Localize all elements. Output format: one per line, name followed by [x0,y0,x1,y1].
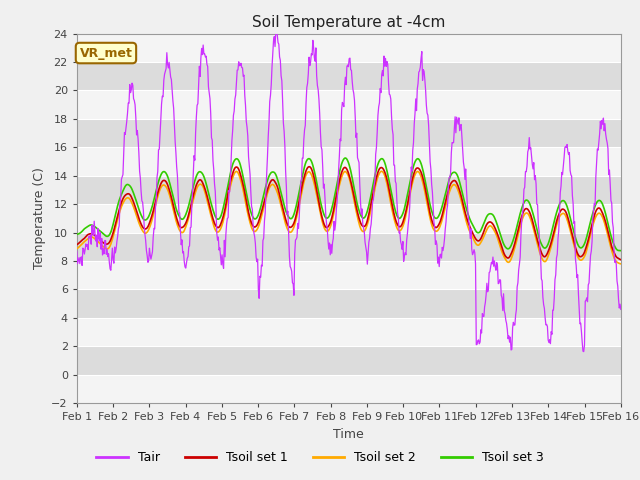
Bar [77,375,621,403]
Bar [77,289,621,318]
Bar [77,34,621,62]
Bar [77,318,621,347]
Bar [77,147,621,176]
Bar [77,62,621,90]
Title: Soil Temperature at -4cm: Soil Temperature at -4cm [252,15,445,30]
Bar [77,176,621,204]
Bar [77,119,621,147]
Legend: Tair, Tsoil set 1, Tsoil set 2, Tsoil set 3: Tair, Tsoil set 1, Tsoil set 2, Tsoil se… [92,446,548,469]
Bar [77,233,621,261]
X-axis label: Time: Time [333,428,364,441]
Text: VR_met: VR_met [79,47,132,60]
Y-axis label: Temperature (C): Temperature (C) [33,168,45,269]
Bar [77,204,621,233]
Bar [77,90,621,119]
Bar [77,347,621,375]
Bar [77,261,621,289]
